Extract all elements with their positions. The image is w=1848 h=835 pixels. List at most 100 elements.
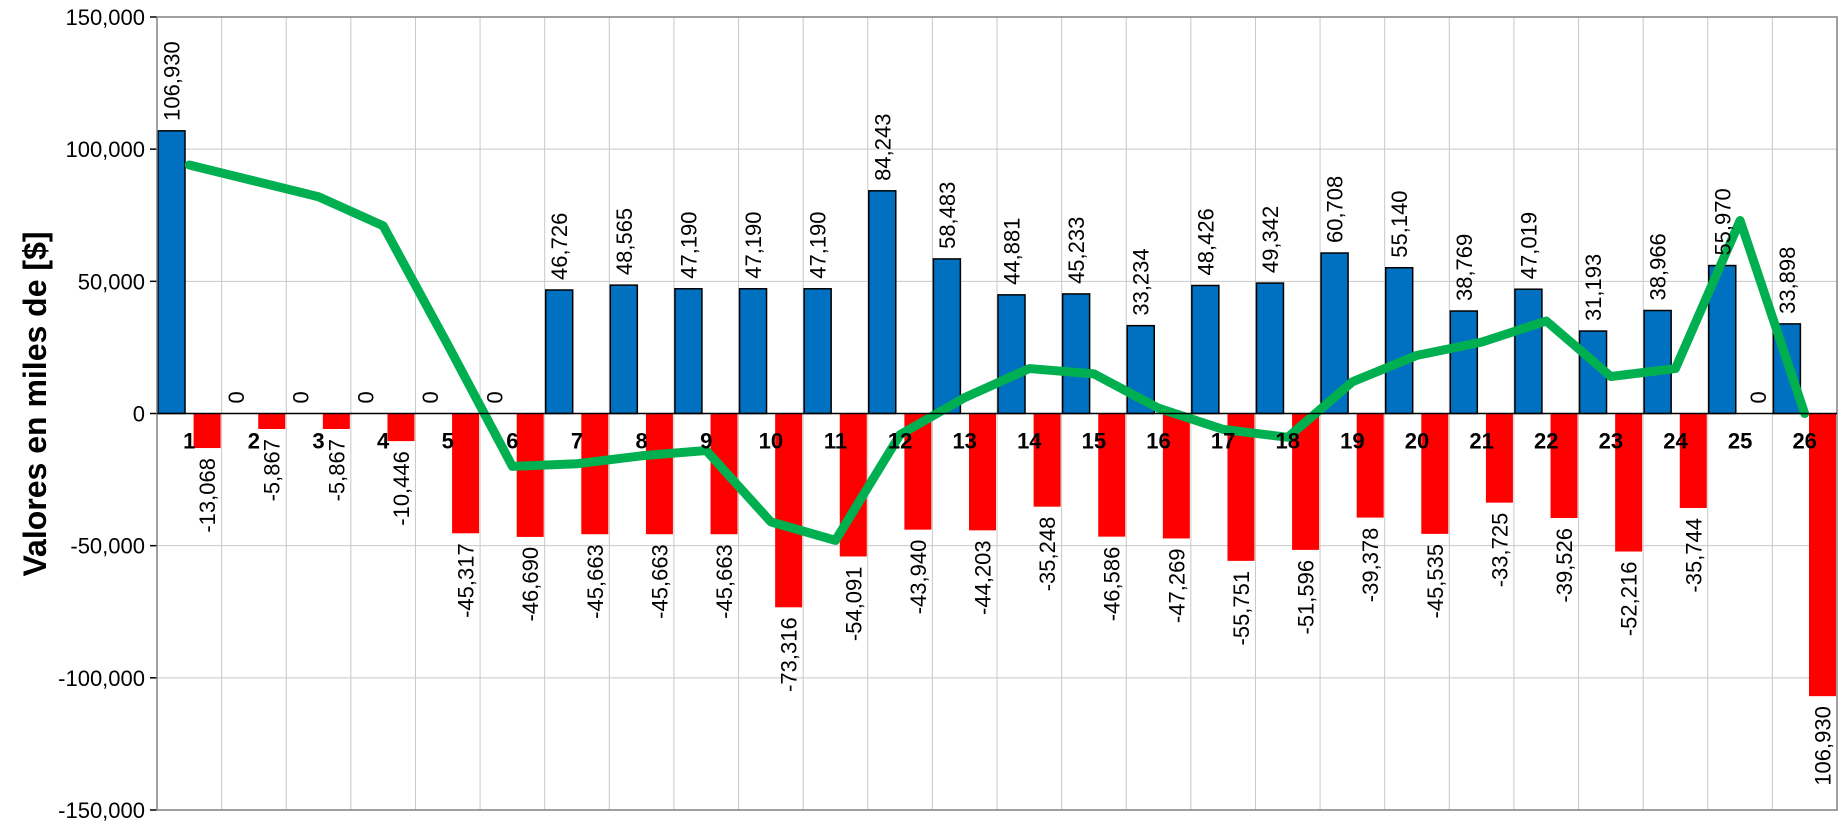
income-value-label: 0: [483, 391, 508, 403]
x-category-label: 15: [1082, 429, 1106, 454]
expense-value-label: 106,930: [1811, 706, 1836, 786]
expense-value-label: -45,663: [583, 544, 608, 619]
income-value-label: 47,190: [741, 211, 766, 278]
income-value-label: 0: [418, 391, 443, 403]
expense-value-label: -35,248: [1035, 517, 1060, 592]
x-category-label: 22: [1534, 429, 1558, 454]
x-category-label: 2: [248, 429, 260, 454]
expense-bar: [775, 413, 803, 608]
income-value-label: 60,708: [1323, 176, 1348, 243]
x-category-label: 8: [635, 429, 647, 454]
income-bar: [803, 288, 832, 415]
axes: 150,000 100,000 50,000 0 -50,000 -100,000 -150…: [58, 5, 1838, 823]
expense-value-label: -10,446: [389, 451, 414, 526]
x-category-label: 1: [183, 429, 195, 454]
income-value-label: 106,930: [160, 41, 185, 121]
y-tick-label: 0: [133, 402, 145, 427]
expense-value-label: -44,203: [971, 540, 996, 615]
expense-bar: [1421, 413, 1449, 534]
income-value-label: 0: [289, 391, 314, 403]
x-category-label: 17: [1211, 429, 1235, 454]
income-value-label: 45,233: [1064, 217, 1089, 284]
x-category-label: 24: [1663, 429, 1688, 454]
income-bar: [1061, 293, 1091, 415]
expense-value-label: -46,586: [1100, 547, 1125, 622]
expense-bar: [1227, 413, 1255, 561]
income-bar: [997, 294, 1026, 415]
expense-value-label: -39,526: [1552, 528, 1577, 603]
expense-bar: [1809, 413, 1836, 697]
income-value-label: 33,234: [1129, 248, 1154, 315]
income-value-label: 55,140: [1387, 190, 1412, 257]
income-value-label: 0: [224, 391, 249, 403]
income-bar: [1191, 284, 1220, 415]
income-value-label: 84,243: [870, 114, 895, 181]
income-value-label: 47,190: [676, 211, 701, 278]
x-category-label: 19: [1340, 429, 1364, 454]
expense-bar: [1679, 413, 1707, 508]
expense-bar: [258, 413, 286, 430]
income-bar: [544, 289, 574, 415]
income-value-label: 38,966: [1646, 233, 1671, 300]
y-tick-label: -50,000: [70, 534, 145, 559]
y-tick-label: 100,000: [65, 137, 145, 162]
x-category-label: 18: [1276, 429, 1300, 454]
income-bar: [609, 284, 639, 415]
expense-value-label: -45,535: [1423, 544, 1448, 619]
x-category-label: 21: [1469, 429, 1493, 454]
x-category-label: 16: [1146, 429, 1170, 454]
x-category-label: 7: [571, 429, 583, 454]
income-value-label: 47,019: [1516, 212, 1541, 279]
expense-value-label: -5,867: [324, 439, 349, 501]
income-value-label: 47,190: [806, 211, 831, 278]
expense-value-label: -45,317: [454, 543, 479, 618]
trend-line: [184, 160, 1810, 545]
income-value-label: 38,769: [1452, 234, 1477, 301]
expense-value-label: -55,751: [1229, 571, 1254, 646]
expense-value-label: -39,378: [1358, 528, 1383, 603]
income-bar: [868, 190, 897, 415]
income-bar: [738, 288, 768, 415]
income-value-label: 31,193: [1581, 254, 1606, 321]
income-value-label: 0: [353, 391, 378, 403]
expense-value-label: -45,663: [647, 544, 672, 619]
income-bar: [674, 288, 703, 415]
income-bar: [1384, 266, 1414, 415]
x-category-label: 14: [1017, 429, 1042, 454]
expense-bar: [516, 413, 544, 537]
x-category-label: 12: [888, 429, 912, 454]
expense-value-label: -33,725: [1487, 513, 1512, 588]
income-value-label: 48,426: [1193, 208, 1218, 275]
x-category-label: 9: [700, 429, 712, 454]
x-category-label: 3: [312, 429, 324, 454]
expense-bar: [1550, 413, 1578, 518]
expense-bar: [322, 413, 350, 430]
income-value-label: 58,483: [935, 182, 960, 249]
expense-bar: [581, 413, 609, 535]
income-value-label: 33,898: [1775, 247, 1800, 314]
income-bar: [1255, 282, 1285, 415]
income-value-label: 48,565: [612, 208, 637, 275]
income-bar: [1449, 310, 1479, 415]
expense-value-label: -47,269: [1164, 548, 1189, 623]
expense-value-label: -13,068: [195, 458, 220, 533]
x-category-label: 4: [377, 429, 390, 454]
expense-value-label: -35,744: [1681, 518, 1706, 593]
income-bar: [1320, 252, 1349, 415]
y-tick-label: -150,000: [58, 798, 145, 823]
income-bar: [1514, 288, 1543, 415]
expense-bar: [452, 413, 480, 534]
expense-bar: [1033, 413, 1061, 507]
y-tick-label: -100,000: [58, 666, 145, 691]
data-labels: 106,930-13,06810-5,86720-5,86730-10,4464…: [160, 41, 1836, 785]
y-tick-label: 50,000: [78, 269, 145, 294]
bars: [157, 130, 1836, 697]
x-category-label: 5: [442, 429, 454, 454]
income-bar: [932, 258, 962, 415]
expense-bar: [1615, 413, 1643, 552]
expense-value-label: -5,867: [260, 439, 285, 501]
expense-bar: [193, 413, 221, 449]
cumulative-line: [184, 160, 1810, 545]
expense-value-label: 0: [1746, 391, 1771, 403]
